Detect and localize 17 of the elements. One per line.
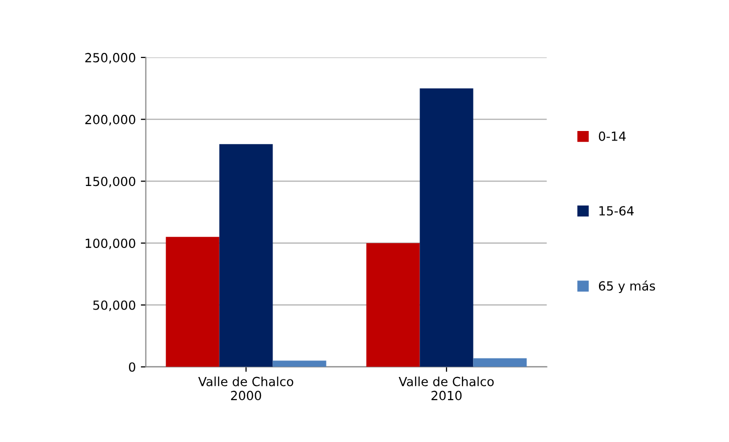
x-tick-label: Valle de Chalco 2000 xyxy=(198,376,294,400)
y-tick-label: 150,000 xyxy=(86,176,136,188)
legend-label: 15-64 xyxy=(599,206,634,216)
y-tick-label: 50,000 xyxy=(93,300,136,312)
bar xyxy=(420,88,474,367)
bar xyxy=(272,360,326,367)
bar xyxy=(219,144,273,367)
x-tick-label: Valle de Chalco 2010 xyxy=(398,376,494,400)
bar xyxy=(473,358,527,367)
bar xyxy=(366,243,420,367)
legend-label: 0-14 xyxy=(598,131,626,141)
y-tick-label: 250,000 xyxy=(85,52,136,64)
y-tick-label: 100,000 xyxy=(86,238,136,250)
y-tick-label: 200,000 xyxy=(85,114,136,126)
bar xyxy=(166,236,220,367)
legend-label: 65 y más xyxy=(598,280,656,294)
y-tick-label: 0 xyxy=(128,362,136,372)
